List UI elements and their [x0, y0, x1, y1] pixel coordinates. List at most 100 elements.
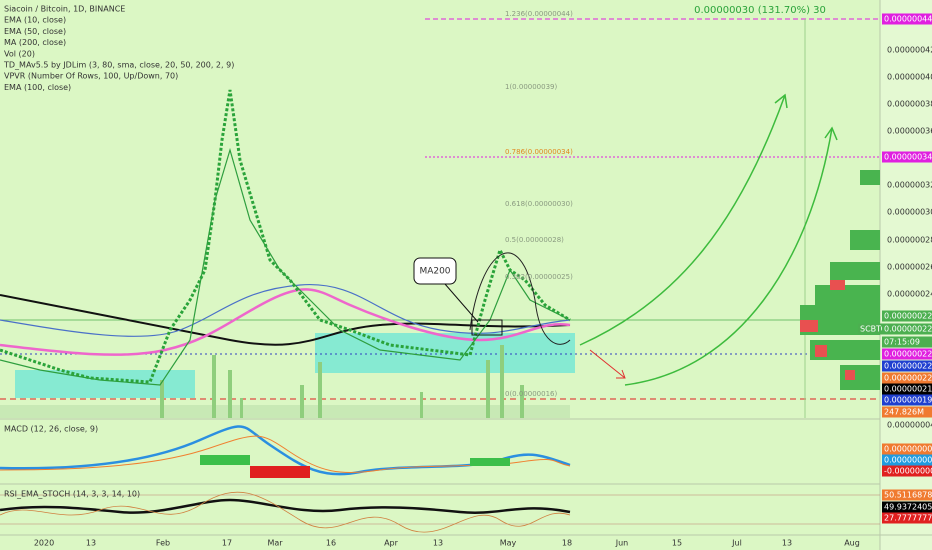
price-tag-text: 0.00000022: [884, 312, 932, 321]
rsi-tag: [882, 512, 932, 524]
price-axis-label: 0.00000036: [887, 127, 932, 136]
zone-box: [315, 333, 575, 373]
labels: Siacoin / Bitcoin, 1D, BINANCE EMA (10, c…: [3, 5, 932, 548]
price-tag-text: 0.00000022: [884, 350, 932, 359]
rsi-tag: [882, 489, 932, 501]
price-tag-text: 247.826M: [884, 408, 924, 417]
cup-drawing: [469, 252, 571, 345]
stoch-line: [0, 491, 571, 533]
price-tag: [882, 336, 932, 348]
time-axis-label: Feb: [156, 539, 170, 548]
fib-label: 0.618(0.00000030): [505, 200, 573, 208]
time-axis-label: 13: [782, 539, 792, 548]
price-tag: [882, 348, 932, 360]
legend-item: TD_MAv5.5 by JDLim (3, 80, sma, close, 2…: [3, 61, 234, 70]
fib-label: 0.382(0.00000025): [505, 273, 573, 281]
price-tag: [882, 383, 932, 395]
price-tag-text: 0.00000019: [884, 396, 932, 405]
price-tag: [882, 323, 932, 335]
price-axis-label: 0.00000032: [887, 181, 932, 190]
macd-axis-label: 0.00000004: [887, 421, 932, 430]
macd-tag-text: 0.00000000: [884, 445, 932, 454]
macd-tag-text: 0.00000000: [884, 456, 932, 465]
macd-tag: [882, 443, 932, 455]
price-tag-text: 07:15:09: [884, 338, 920, 347]
callout-pointer: [444, 283, 479, 323]
legend-item: VPVR (Number Of Rows, 100, Up/Down, 70): [4, 72, 178, 81]
price-tag-text: 0.00000022: [884, 374, 932, 383]
time-axis-label: Jun: [615, 539, 629, 548]
measure-label: 0.00000030 (131.70%) 30: [694, 5, 826, 16]
time-axis-label: 16: [326, 539, 336, 548]
time-axis-label: May: [500, 539, 517, 548]
price-axis-label: 0.00000024: [887, 290, 932, 299]
fib-label: 0.5(0.00000028): [505, 236, 564, 244]
zone-box: [15, 370, 195, 398]
price-axis-label: 0.00000040: [887, 73, 932, 82]
price-tag: [882, 394, 932, 406]
time-axis-label: 15: [672, 539, 682, 548]
ema100: [0, 288, 571, 356]
price-tag: [882, 372, 932, 384]
price-tag: [882, 406, 932, 418]
arrowhead: [824, 126, 838, 141]
volume: [0, 345, 570, 418]
macd-tag: [882, 465, 932, 477]
ma200: [0, 294, 571, 346]
time-axis-label: 13: [433, 539, 443, 548]
projection-arrow: [579, 94, 786, 346]
time-axis-label: 18: [562, 539, 572, 548]
price-axis-label: 0.00000042: [887, 46, 932, 55]
symbol-tag-text: SCBTC: [860, 325, 887, 334]
symbol-tag: [858, 323, 882, 335]
time-axis-label: 13: [86, 539, 96, 548]
callout-text: MA200: [419, 267, 450, 277]
callout: [413, 257, 457, 285]
price-axis-label: 0.00000038: [887, 100, 932, 109]
macd-tag-text: -0.00000000: [884, 467, 932, 476]
rsi-tag: [882, 501, 932, 513]
arrowhead: [774, 93, 788, 109]
time-axis-label: Jul: [731, 539, 742, 548]
time-axis-label: Aug: [844, 539, 860, 548]
price-axis-label: 0.00000028: [887, 236, 932, 245]
macd-histogram: [250, 466, 310, 478]
legend-item: Vol (20): [4, 49, 35, 58]
price-tag: [882, 360, 932, 372]
legend-item: EMA (10, close): [4, 16, 66, 25]
price-tag-text: 0.00000044: [884, 15, 932, 24]
rsi-tag-text: 49.93724056: [884, 503, 932, 512]
down-arrow: [589, 349, 626, 379]
fib-label: 0.786(0.00000034): [505, 148, 573, 156]
ma200-box: [471, 319, 503, 336]
time-axis-label: 17: [222, 539, 232, 548]
rsi-title: RSI_EMA_STOCH (14, 3, 3, 14, 10): [4, 490, 140, 499]
time-axis-label: 2020: [34, 539, 54, 548]
rsi-line: [0, 498, 571, 514]
volume-profile: [800, 170, 880, 390]
legend-item: MA (200, close): [4, 38, 66, 47]
price-tag-text: 0.00000034: [884, 153, 932, 162]
rsi-tag-text: 50.51168789: [884, 491, 932, 500]
fib-label: 1(0.00000039): [505, 83, 557, 91]
legend-item: Siacoin / Bitcoin, 1D, BINANCE: [4, 5, 125, 14]
time-axis-label: Mar: [267, 539, 283, 548]
price-tag-text: 0.00000022: [884, 362, 932, 371]
price-tag: [882, 13, 932, 25]
price-axis-label: 0.00000026: [887, 263, 932, 272]
candles: [0, 89, 571, 384]
legend-item: EMA (100, close): [4, 83, 71, 92]
macd-title: MACD (12, 26, close, 9): [4, 425, 98, 434]
macd-histogram: [200, 455, 510, 466]
price-tag: [882, 310, 932, 322]
macd-tag: [882, 454, 932, 466]
legend-item: EMA (50, close): [4, 27, 66, 36]
time-axis-label: Apr: [384, 539, 399, 548]
projection-arrow: [624, 127, 833, 386]
signal-line: [0, 435, 571, 474]
price-tag-text: 0.00000021: [884, 385, 932, 394]
fib-label: 1.236(0.00000044): [505, 10, 573, 18]
fib-label: 0(0.00000016): [505, 390, 557, 398]
